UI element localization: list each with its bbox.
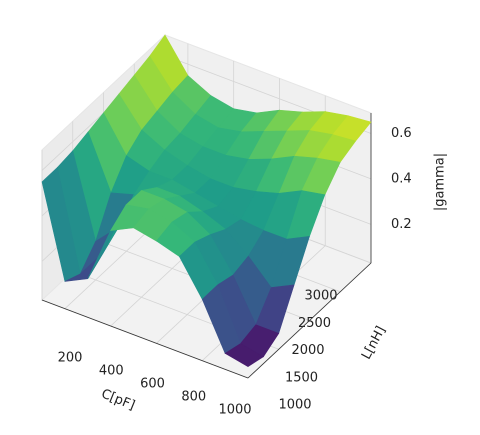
x-axis-label: C[pF] <box>99 386 137 413</box>
x-tick-label: 600 <box>140 377 165 392</box>
z-tick-label: 0.4 <box>391 171 412 186</box>
axis-line <box>247 262 372 379</box>
y-tick-label: 2000 <box>291 343 324 358</box>
y-tick-label: 3000 <box>304 289 337 304</box>
x-tick-label: 1000 <box>218 403 251 418</box>
surface-patch <box>224 343 264 367</box>
y-tick-label: 1000 <box>278 398 311 413</box>
y-tick-label: 2500 <box>298 316 331 331</box>
y-axis-label: L[nH] <box>359 324 389 362</box>
z-tick-label: 0.6 <box>391 126 412 141</box>
x-tick-label: 400 <box>99 364 124 379</box>
axis-line <box>41 299 249 379</box>
z-axis-label: |gamma| <box>433 153 448 211</box>
x-tick-label: 200 <box>58 351 83 366</box>
z-tick-label: 0.2 <box>391 217 412 232</box>
x-tick-label: 800 <box>181 390 206 405</box>
y-tick-label: 1500 <box>285 370 318 385</box>
